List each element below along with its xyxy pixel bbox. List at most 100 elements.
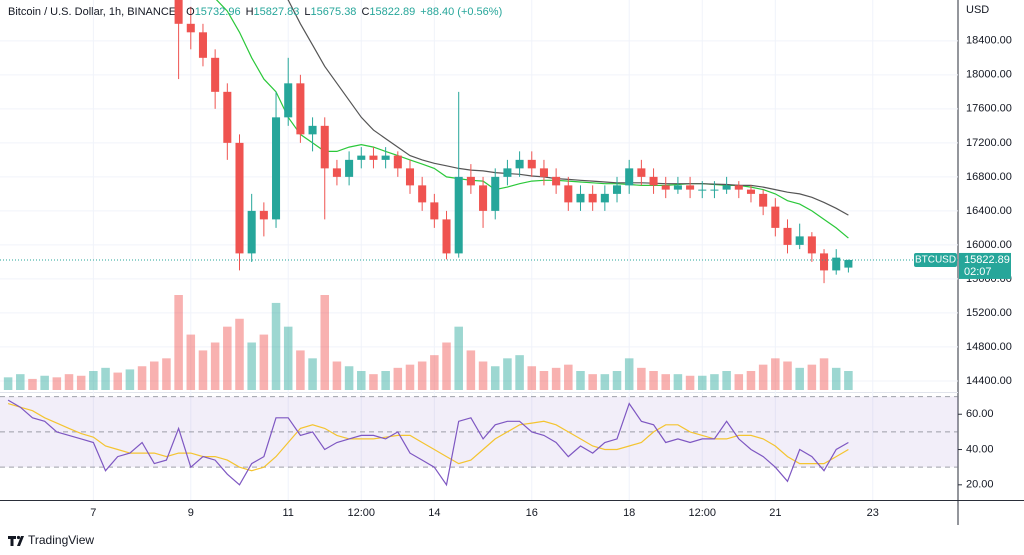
last-price-label: 15822.89 xyxy=(964,254,1010,266)
candle-body xyxy=(820,253,829,271)
ohlc-prefix: O xyxy=(186,6,195,18)
symbol-label: BTCUSD xyxy=(915,255,956,266)
rsi-tick-label: 20.00 xyxy=(966,479,994,491)
ohlc-value: 15822.89 xyxy=(369,6,415,18)
x-tick-label: 12:00 xyxy=(688,507,716,519)
y-tick-label: 16400.00 xyxy=(966,205,1012,217)
volume-bar xyxy=(210,342,220,390)
candle-body xyxy=(686,185,695,190)
y-tick-label: 17600.00 xyxy=(966,103,1012,115)
change-label: +88.40 (+0.56%) xyxy=(420,6,502,18)
x-tick-label: 12:00 xyxy=(348,507,376,519)
y-tick-label: 16000.00 xyxy=(966,239,1012,251)
volume-bar xyxy=(661,374,670,390)
symbol-box xyxy=(914,252,957,267)
candle-body xyxy=(345,159,354,177)
x-tick-label: 21 xyxy=(769,507,781,519)
volume-bar xyxy=(454,326,463,390)
candle-body xyxy=(844,259,853,268)
x-tick-label: 16 xyxy=(526,507,538,519)
rsi-line xyxy=(7,399,849,487)
y-tick-label: 14400.00 xyxy=(966,375,1012,387)
volume-bar xyxy=(223,326,232,390)
volume-bar xyxy=(186,334,196,390)
candle-body xyxy=(418,185,427,203)
ohlc-value: 15827.83 xyxy=(254,6,300,18)
volume-bar xyxy=(405,364,415,390)
volume-bar xyxy=(28,378,37,390)
volume-bar xyxy=(308,358,317,390)
candle-body xyxy=(186,23,195,33)
brand-logo xyxy=(8,535,24,546)
candle-body xyxy=(649,176,658,186)
y-tick-label: 16800.00 xyxy=(966,171,1012,183)
volume-bar xyxy=(344,366,354,390)
price-pane xyxy=(3,0,853,390)
countdown-label: 02:07 xyxy=(964,266,992,278)
candle-body xyxy=(832,257,841,271)
candle-body xyxy=(466,176,475,186)
candle-body xyxy=(625,168,634,186)
volume-bar xyxy=(624,358,634,390)
volume-bar xyxy=(831,367,841,390)
moving-average xyxy=(287,0,849,216)
candle-body xyxy=(771,206,780,228)
candle-body xyxy=(588,193,597,203)
volume-bar xyxy=(746,371,756,390)
candle-body xyxy=(552,176,561,186)
candle-body xyxy=(479,185,488,211)
y-tick-label: 15200.00 xyxy=(966,307,1012,319)
candle-body xyxy=(454,176,463,254)
y-tick-label: 14800.00 xyxy=(966,341,1012,353)
candle-body xyxy=(284,83,293,118)
volume-bar xyxy=(101,367,110,390)
candle-body xyxy=(576,193,585,203)
volume-bar xyxy=(649,371,658,390)
volume-bar xyxy=(600,374,610,390)
candle-body xyxy=(564,185,573,203)
candle-body xyxy=(211,57,220,92)
candle-body xyxy=(296,83,305,135)
volume-bar xyxy=(722,371,731,390)
candle-body xyxy=(272,117,281,220)
candle-body xyxy=(491,176,500,211)
candle-body xyxy=(539,168,548,177)
volume-bar xyxy=(235,318,244,390)
volume-bar xyxy=(393,367,403,390)
volume-bar xyxy=(734,374,744,390)
candle-body xyxy=(734,185,743,190)
candle-body xyxy=(600,193,609,203)
volume-bar xyxy=(771,358,780,390)
volume-bar xyxy=(332,361,342,390)
currency-label: USD xyxy=(966,4,989,16)
candle-body xyxy=(612,185,622,194)
volume-bar xyxy=(515,355,524,390)
volume-bar xyxy=(844,371,853,390)
price-box xyxy=(959,252,1011,279)
volume-bar xyxy=(247,342,256,390)
rsi-pane xyxy=(0,396,958,487)
volume-bar xyxy=(3,377,13,390)
volume-bar xyxy=(576,371,585,390)
y-tick-label: 17200.00 xyxy=(966,137,1012,149)
volume-bar xyxy=(564,364,573,390)
volume-bar xyxy=(162,358,171,390)
volume-bar xyxy=(527,366,537,390)
volume-bar xyxy=(478,361,488,390)
candle-body xyxy=(259,210,268,220)
x-tick-label: 14 xyxy=(428,507,440,519)
volume-bar xyxy=(490,366,500,390)
candle-body xyxy=(332,168,341,177)
candle-body xyxy=(637,168,646,177)
ohlc-prefix: C xyxy=(361,6,369,18)
volume-bar xyxy=(673,374,683,390)
volume-bar xyxy=(296,350,305,390)
y-tick-label: 18400.00 xyxy=(966,35,1012,47)
x-tick-label: 11 xyxy=(283,507,294,519)
volume-bar xyxy=(76,375,86,390)
moving-average xyxy=(215,0,849,239)
volume-bar xyxy=(685,375,695,390)
y-tick-label: 18000.00 xyxy=(966,69,1012,81)
x-tick-label: 7 xyxy=(90,507,96,519)
volume-bar xyxy=(637,367,646,390)
